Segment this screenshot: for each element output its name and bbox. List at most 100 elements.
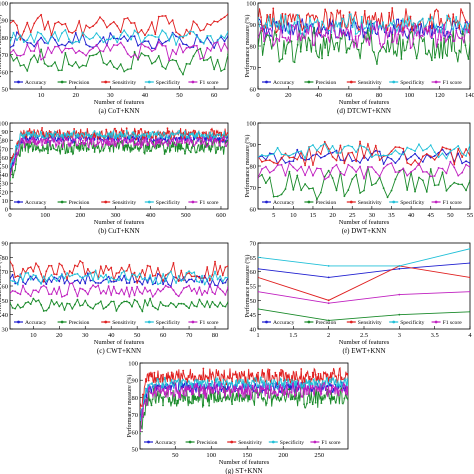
data-point (140, 128, 143, 130)
data-point (37, 299, 40, 302)
data-point (277, 396, 280, 399)
data-point (78, 40, 81, 43)
data-point (220, 70, 222, 72)
data-point (421, 155, 424, 158)
data-point (449, 185, 452, 187)
data-point (26, 39, 29, 41)
x-tick-label: 1 (256, 332, 259, 339)
data-point (40, 286, 43, 289)
data-point (453, 181, 456, 184)
data-point (300, 386, 303, 388)
data-point (331, 167, 334, 169)
data-point (329, 383, 331, 385)
data-point (385, 24, 388, 27)
legend-label: Precision (69, 320, 90, 326)
data-point (107, 269, 110, 271)
x-tick-label: 40 (315, 92, 322, 99)
data-point (74, 40, 77, 43)
data-point (414, 190, 416, 193)
data-point (185, 305, 188, 308)
data-point (32, 130, 35, 133)
data-point (363, 145, 365, 148)
data-point (346, 378, 348, 381)
data-point (319, 156, 322, 159)
series-group (10, 260, 228, 313)
data-point (346, 397, 348, 400)
data-point (27, 267, 30, 269)
data-point (151, 275, 154, 277)
data-point (359, 165, 361, 168)
data-point (391, 7, 394, 9)
data-point (300, 368, 303, 370)
data-point (223, 16, 226, 19)
data-point (195, 275, 198, 277)
data-point (374, 144, 377, 147)
data-point (45, 283, 48, 285)
data-point (208, 404, 210, 407)
series-group (258, 247, 470, 322)
data-point (208, 279, 211, 282)
legend-label: Accuracy (273, 320, 295, 326)
data-point (201, 302, 203, 305)
data-point (343, 145, 346, 148)
data-point (37, 279, 40, 281)
data-point (312, 154, 314, 157)
data-point (308, 17, 311, 19)
data-point (388, 24, 391, 27)
data-point (337, 384, 340, 386)
data-point (179, 396, 182, 399)
legend-label: Accuracy (273, 80, 295, 86)
data-point (274, 395, 277, 397)
data-point (304, 159, 307, 161)
data-point (19, 64, 22, 67)
data-point (224, 140, 227, 142)
data-point (185, 271, 188, 274)
data-point (330, 11, 333, 14)
data-point (308, 375, 311, 378)
data-point (345, 51, 348, 54)
data-point (406, 41, 409, 43)
data-point (125, 129, 128, 132)
data-point (333, 48, 336, 51)
data-point (214, 270, 216, 273)
data-point (312, 164, 314, 166)
data-point (263, 40, 265, 43)
data-point (175, 43, 178, 46)
data-point (300, 189, 303, 192)
data-point (171, 32, 174, 35)
data-point (216, 390, 219, 393)
data-point (210, 128, 213, 131)
data-point (178, 67, 181, 70)
data-point (382, 167, 385, 170)
data-point (149, 297, 152, 300)
data-point (190, 393, 193, 396)
data-point (50, 36, 53, 38)
data-point (385, 26, 388, 28)
data-point (206, 34, 209, 37)
data-point (418, 143, 420, 146)
data-point (336, 25, 339, 28)
data-point (308, 25, 311, 28)
data-point (369, 34, 372, 37)
data-point (38, 149, 41, 151)
data-point (76, 279, 79, 282)
data-point (239, 386, 242, 389)
x-tick-label: 40 (408, 212, 415, 219)
data-point (189, 136, 192, 139)
x-axis-label: Number of features (219, 459, 270, 466)
data-point (67, 143, 70, 145)
data-point (412, 37, 415, 40)
data-point (157, 283, 159, 286)
data-point (189, 30, 191, 33)
legend: Accuracy Precision Sensitivity Specificity F… (14, 79, 219, 86)
data-point (283, 386, 285, 389)
data-point (128, 146, 131, 149)
data-point (222, 391, 225, 394)
data-point (14, 163, 17, 166)
legend-marker (271, 440, 275, 444)
data-point (409, 19, 412, 22)
data-point (66, 272, 68, 274)
data-point (321, 20, 323, 23)
data-point (303, 403, 305, 406)
data-point (275, 25, 278, 28)
